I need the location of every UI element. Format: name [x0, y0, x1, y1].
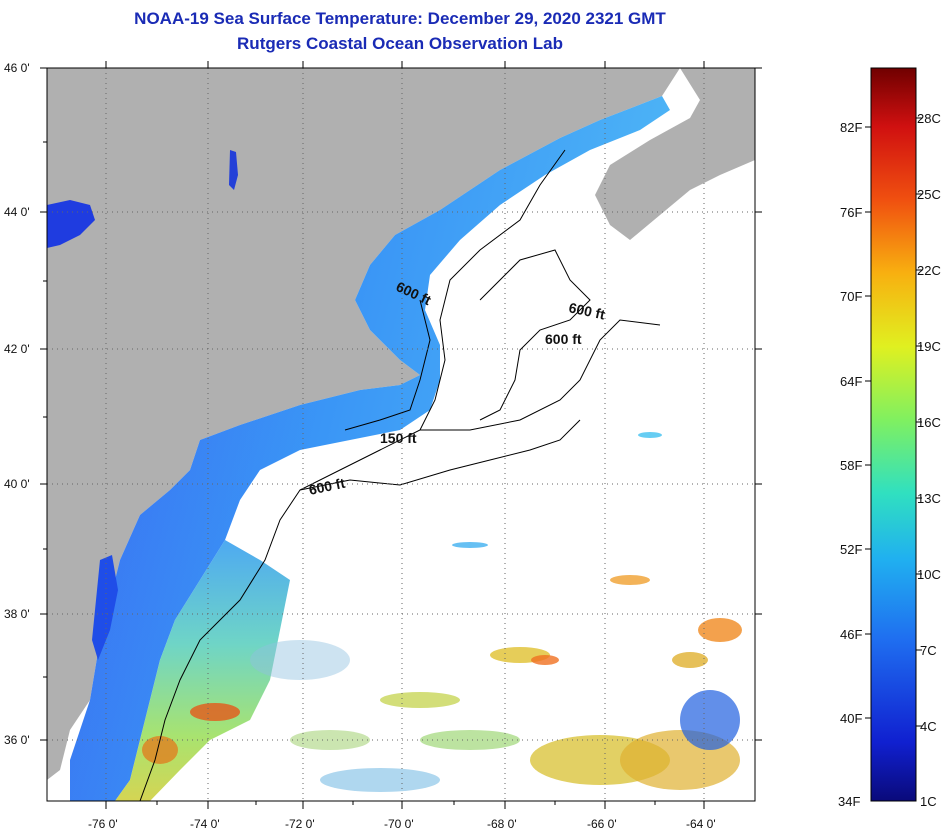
cbar-f-70: 70F — [840, 289, 862, 304]
lon-label-66: -66 0' — [587, 817, 617, 831]
depth-label-georges-south: 600 ft — [545, 331, 582, 347]
lon-label-74: -74 0' — [190, 817, 220, 831]
cbar-f-34: 34F — [838, 794, 860, 809]
lon-label-76: -76 0' — [88, 817, 118, 831]
cbar-c-1: 1C — [920, 794, 937, 809]
cbar-f-52: 52F — [840, 542, 862, 557]
lon-label-72: -72 0' — [285, 817, 315, 831]
lon-label-64: -64 0' — [686, 817, 716, 831]
map-frame — [46, 67, 756, 802]
lat-label-42: 42 0' — [4, 342, 30, 356]
lat-label-46: 46 0' — [4, 61, 30, 75]
warm-southern-water — [115, 540, 290, 801]
lat-label-44: 44 0' — [4, 205, 30, 219]
colorbar — [870, 67, 917, 802]
cbar-f-58: 58F — [840, 458, 862, 473]
chesapeake-bay — [92, 555, 118, 660]
land-nova-scotia — [595, 68, 755, 240]
land-us-northeast — [47, 68, 680, 780]
cold-coastal-water — [70, 96, 670, 801]
lat-label-36: 36 0' — [4, 733, 30, 747]
cbar-f-64: 64F — [840, 374, 862, 389]
depth-label-150: 150 ft — [380, 430, 417, 446]
cbar-f-40: 40F — [840, 711, 862, 726]
map-subtitle: Rutgers Coastal Ocean Observation Lab — [237, 34, 563, 53]
cbar-c-7: 7C — [920, 643, 937, 658]
cbar-f-76: 76F — [840, 205, 862, 220]
offshore-warm-patches — [142, 432, 742, 792]
lat-ticks — [40, 67, 762, 741]
cbar-c-28: 28C — [917, 111, 941, 126]
cbar-c-13: 13C — [917, 491, 941, 506]
lon-label-68: -68 0' — [487, 817, 517, 831]
cbar-c-19: 19C — [917, 339, 941, 354]
cbar-c-4: 4C — [920, 719, 937, 734]
cbar-c-22: 22C — [917, 263, 941, 278]
cbar-c-25: 25C — [917, 187, 941, 202]
depth-contours — [139, 149, 661, 801]
map-title: NOAA-19 Sea Surface Temperature: Decembe… — [134, 9, 666, 28]
cbar-c-10: 10C — [917, 567, 941, 582]
colorbar-ticks — [865, 117, 922, 727]
lat-label-38: 38 0' — [4, 607, 30, 621]
cbar-f-46: 46F — [840, 627, 862, 642]
graticule — [47, 68, 755, 801]
lon-label-70: -70 0' — [384, 817, 414, 831]
lat-label-40: 40 0' — [4, 477, 30, 491]
depth-label-shelf: 600 ft — [307, 475, 346, 498]
lake-champlain — [229, 150, 238, 190]
cbar-f-82: 82F — [840, 120, 862, 135]
cbar-c-16: 16C — [917, 415, 941, 430]
depth-label-georges-north: 600 ft — [567, 299, 606, 322]
lon-ticks — [105, 61, 705, 809]
